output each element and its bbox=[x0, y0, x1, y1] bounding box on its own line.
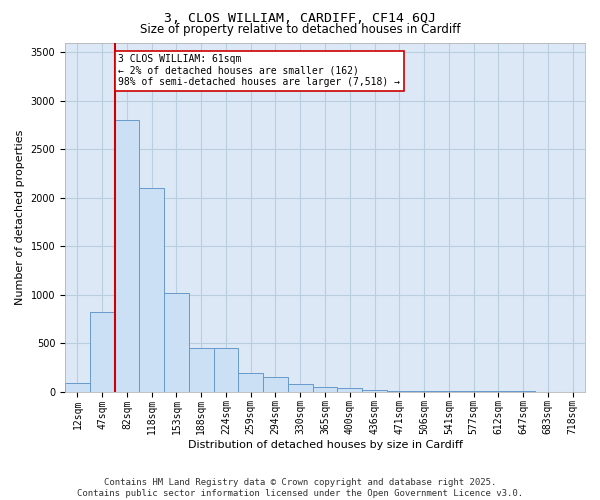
Bar bbox=[263, 378, 288, 392]
Text: 3 CLOS WILLIAM: 61sqm
← 2% of detached houses are smaller (162)
98% of semi-deta: 3 CLOS WILLIAM: 61sqm ← 2% of detached h… bbox=[118, 54, 400, 88]
Bar bbox=[362, 390, 387, 392]
Bar bbox=[238, 373, 263, 392]
Bar bbox=[189, 348, 214, 392]
Bar bbox=[337, 388, 362, 392]
Bar bbox=[139, 188, 164, 392]
X-axis label: Distribution of detached houses by size in Cardiff: Distribution of detached houses by size … bbox=[188, 440, 463, 450]
Bar bbox=[288, 384, 313, 392]
Bar bbox=[164, 292, 189, 392]
Bar bbox=[115, 120, 139, 392]
Text: Size of property relative to detached houses in Cardiff: Size of property relative to detached ho… bbox=[140, 22, 460, 36]
Y-axis label: Number of detached properties: Number of detached properties bbox=[15, 130, 25, 304]
Bar bbox=[65, 383, 90, 392]
Bar bbox=[387, 390, 412, 392]
Bar bbox=[214, 348, 238, 392]
Text: 3, CLOS WILLIAM, CARDIFF, CF14 6QJ: 3, CLOS WILLIAM, CARDIFF, CF14 6QJ bbox=[164, 12, 436, 26]
Bar bbox=[313, 386, 337, 392]
Bar bbox=[90, 312, 115, 392]
Text: Contains HM Land Registry data © Crown copyright and database right 2025.
Contai: Contains HM Land Registry data © Crown c… bbox=[77, 478, 523, 498]
